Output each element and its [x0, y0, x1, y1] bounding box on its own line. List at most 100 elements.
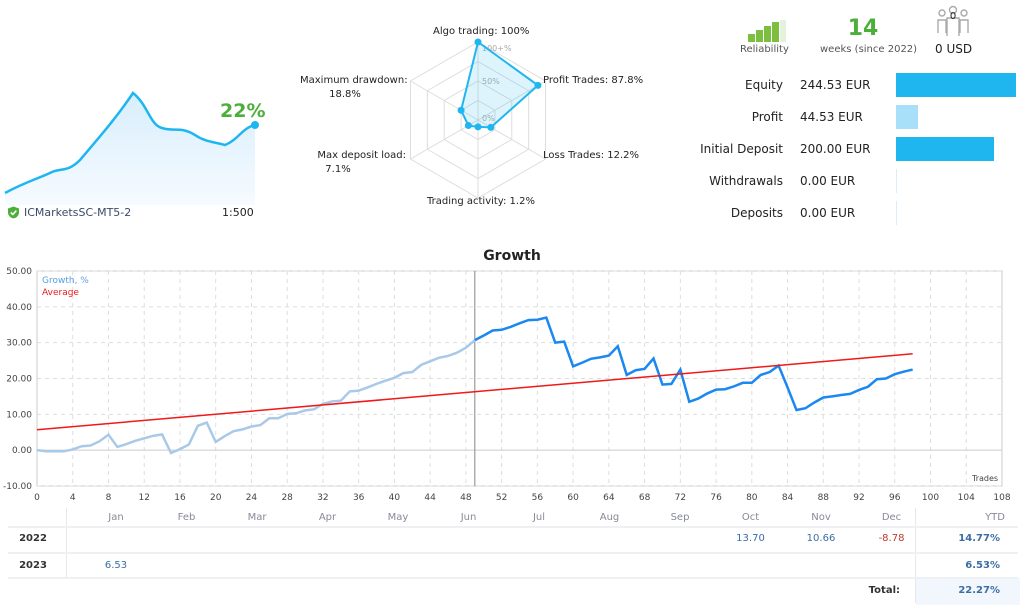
x-tick-label: 52	[496, 493, 507, 503]
growth-line-past	[36, 339, 476, 455]
x-tick-label: 88	[818, 493, 830, 503]
x-tick-label: 76	[710, 493, 722, 503]
total-value: 22.27%	[958, 585, 1000, 596]
radar-point	[487, 123, 495, 131]
radar-point	[474, 123, 482, 131]
radar-scale-label: 100+%	[482, 44, 512, 53]
radar-point	[534, 81, 542, 89]
reliability-bars-icon	[748, 20, 786, 42]
radar-value-drawdown: 18.8%	[329, 89, 361, 100]
radar-label-drawdown: Maximum drawdown:	[300, 75, 408, 86]
average-line	[36, 353, 913, 431]
y-tick-label: -10.00	[3, 482, 32, 492]
leverage: 1:500	[222, 206, 254, 219]
year-label: 2023	[19, 560, 47, 571]
year-column-divider	[66, 508, 67, 578]
x-tick-label: 0	[34, 493, 40, 503]
legend-average: Average	[42, 288, 79, 298]
weeks-count: 14	[847, 16, 879, 41]
y-tick-label: 40.00	[6, 303, 32, 313]
y-tick-label: 20.00	[6, 375, 32, 385]
x-tick-label: 96	[889, 493, 901, 503]
x-tick-label: 8	[106, 493, 112, 503]
server-name[interactable]: ICMarketsSC-MT5-2	[24, 206, 132, 219]
y-tick-label: 50.00	[6, 267, 32, 277]
x-tick-label: 104	[958, 493, 975, 503]
growth-chart: 0 4 8 12 16 20 24 28 32 36 40 44 48 52 56 60 64 68 72 76 80 8…	[3, 267, 1011, 503]
month-header-apr: Apr	[318, 512, 337, 523]
radar-point	[457, 106, 465, 114]
radar-scale-label: 0%	[482, 114, 495, 123]
ytd-value: 6.53%	[965, 560, 1000, 571]
x-tick-label: 64	[603, 493, 615, 503]
chart-title: Growth	[483, 248, 541, 264]
y-tick-label: 10.00	[6, 410, 32, 420]
finance-label-deposits: Deposits	[730, 206, 783, 220]
radar-value-deposit-load: 7.1%	[325, 164, 351, 175]
month-header-sep: Sep	[670, 512, 690, 523]
x-tick-label: 68	[639, 493, 651, 503]
radar-scale-label: 50%	[482, 77, 500, 86]
finance-label-withdrawals: Withdrawals	[709, 174, 783, 188]
ytd-value: 14.77%	[958, 533, 1000, 544]
finance-bar	[896, 169, 897, 193]
ytd-column-divider	[915, 508, 916, 603]
month-header-jul: Jul	[532, 512, 546, 523]
radar-chart: 100+% 50% 0%	[409, 38, 547, 199]
x-tick-label: 4	[70, 493, 76, 503]
total-cell-bg	[916, 578, 1020, 605]
radar-label-profit: Profit Trades: 87.8%	[543, 75, 644, 86]
month-header-dec: Dec	[881, 512, 902, 523]
row-divider	[8, 526, 1018, 528]
ytd-header: YTD	[985, 512, 1005, 523]
finance-value: 200.00 EUR	[800, 142, 871, 156]
finance-value: 44.53 EUR	[800, 110, 863, 124]
radar-point	[474, 38, 482, 46]
radar-label-activity: Trading activity: 1.2%	[427, 196, 535, 207]
x-tick-label: 56	[532, 493, 544, 503]
radar-point	[464, 122, 472, 130]
finance-bar	[896, 137, 995, 161]
month-value: 10.66	[806, 533, 836, 544]
finance-value: 244.53 EUR	[800, 78, 871, 92]
x-tick-label: 92	[853, 493, 864, 503]
radar-label-deposit-load: Max deposit load:	[317, 150, 406, 161]
month-value: 13.70	[736, 533, 765, 544]
x-tick-label: 100	[922, 493, 939, 503]
weeks-label: weeks (since 2022)	[820, 44, 918, 55]
x-tick-label: 60	[567, 493, 579, 503]
month-header-nov: Nov	[811, 512, 831, 523]
finance-label-initial-deposit: Initial Deposit	[700, 142, 783, 156]
month-header-oct: Oct	[741, 512, 760, 523]
x-tick-label: 108	[993, 493, 1010, 503]
x-tick-label: 84	[782, 493, 794, 503]
finance-value: 0.00 EUR	[800, 206, 856, 220]
month-header-jan: Jan	[108, 512, 124, 523]
x-tick-label: 44	[424, 493, 436, 503]
finance-value: 0.00 EUR	[800, 174, 856, 188]
x-tick-label: 48	[460, 493, 472, 503]
month-header-aug: Aug	[599, 512, 620, 523]
subscribers-icon	[937, 5, 969, 36]
radar-spoke	[410, 80, 479, 121]
month-value: 6.53	[104, 560, 128, 571]
growth-sparkline	[4, 91, 259, 205]
row-divider	[8, 552, 1018, 554]
x-tick-label: 12	[138, 493, 149, 503]
y-tick-label: 0.00	[12, 446, 32, 456]
radar-label-algo: Algo trading: 100%	[433, 26, 530, 37]
x-tick-label: 72	[675, 493, 686, 503]
x-tick-label: 36	[353, 493, 365, 503]
finance-bar	[896, 105, 918, 129]
x-axis-label: Trades	[972, 474, 999, 483]
month-header-may: May	[387, 512, 409, 523]
growth-line-highlight	[474, 316, 913, 412]
subscription-price: 0 USD	[935, 42, 973, 56]
x-tick-label: 20	[210, 493, 222, 503]
radar-label-loss: Loss Trades: 12.2%	[543, 150, 640, 161]
legend-growth: Growth, %	[42, 276, 89, 286]
month-header-jun: Jun	[460, 512, 477, 523]
subscribers-count: 0	[949, 11, 957, 22]
finance-label-equity: Equity	[745, 78, 783, 92]
verified-shield-icon	[8, 206, 19, 219]
